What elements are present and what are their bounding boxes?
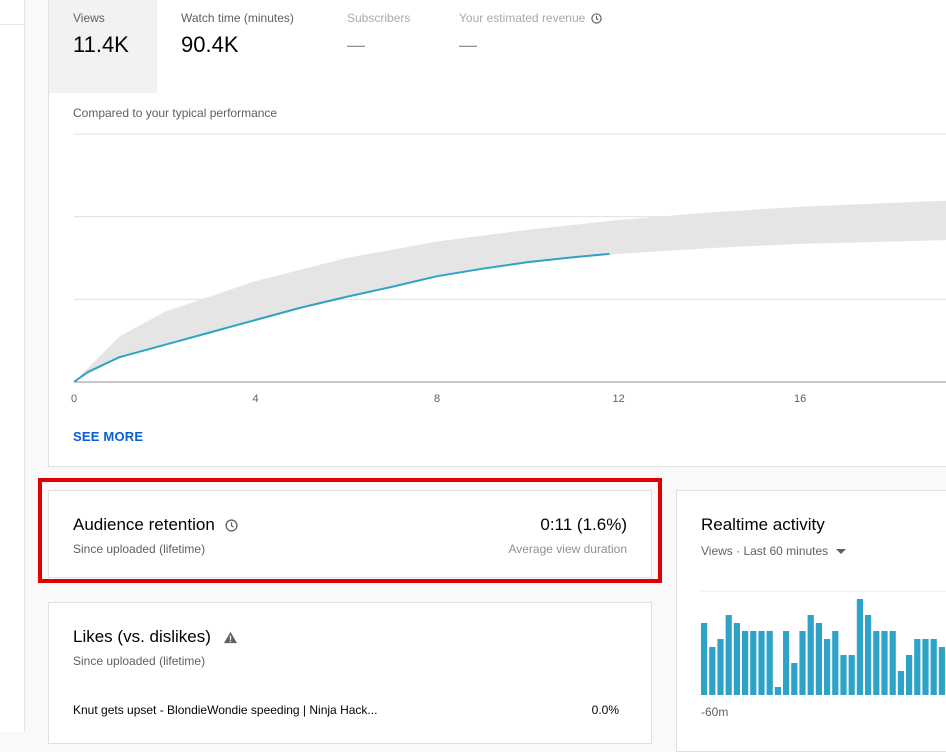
likes-subtitle: Since uploaded (lifetime)	[73, 654, 206, 668]
x-tick-label: 12	[612, 393, 624, 405]
realtime-bar[interactable]	[873, 631, 880, 695]
realtime-subtitle: Views · Last 60 minutes	[701, 544, 829, 558]
likes-title-row: Likes (vs. dislikes)	[73, 627, 238, 647]
compare-label: Compared to your typical performance	[73, 106, 278, 120]
metric-label: Views	[73, 11, 105, 25]
realtime-bar[interactable]	[914, 639, 921, 695]
realtime-bar[interactable]	[840, 655, 847, 695]
see-more-link[interactable]: SEE MORE	[73, 429, 144, 444]
realtime-bar[interactable]	[725, 615, 732, 695]
realtime-bar[interactable]	[774, 687, 781, 695]
views-line	[73, 252, 610, 383]
realtime-axis-label: -60m	[701, 705, 729, 719]
performance-card: Views 11.4K Watch time (minutes) 90.4K S…	[48, 0, 946, 467]
realtime-bar[interactable]	[758, 631, 765, 695]
clock-icon	[225, 518, 238, 532]
realtime-bar[interactable]	[897, 671, 904, 695]
x-tick-label: 4	[252, 393, 258, 405]
average-view-duration-value: 0:11 (1.6%)	[540, 515, 627, 534]
x-tick-label: 0	[71, 393, 77, 405]
performance-chart: 0 4 8 12 16	[71, 133, 946, 405]
realtime-bar[interactable]	[807, 615, 814, 695]
caret-down-icon	[836, 548, 847, 554]
realtime-bar[interactable]	[742, 631, 749, 695]
metric-value: —	[347, 35, 365, 55]
realtime-bar[interactable]	[930, 639, 937, 695]
metric-tab-views[interactable]: Views 11.4K	[49, 0, 157, 93]
realtime-bar[interactable]	[733, 623, 740, 695]
metric-tab-subscribers[interactable]: Subscribers —	[323, 0, 433, 93]
metric-label: Subscribers	[347, 11, 411, 25]
realtime-bar[interactable]	[701, 623, 708, 695]
audience-retention-card[interactable]: Audience retention Since uploaded (lifet…	[48, 490, 652, 578]
list-item[interactable]: Knut gets upset - BlondieWondie speeding…	[73, 703, 627, 717]
average-view-duration-caption: Average view duration	[508, 542, 627, 556]
realtime-activity-card: Realtime activity Views · Last 60 minute…	[676, 490, 946, 752]
realtime-bar[interactable]	[783, 631, 790, 695]
realtime-bar[interactable]	[938, 647, 945, 695]
metric-label: Your estimated revenue	[459, 11, 602, 25]
metric-tab-revenue[interactable]: Your estimated revenue —	[435, 0, 635, 93]
realtime-filter-dropdown[interactable]: Views · Last 60 minutes	[701, 544, 847, 558]
left-sidebar-edge	[0, 0, 25, 732]
likes-title: Likes (vs. dislikes)	[73, 627, 211, 646]
realtime-bar[interactable]	[766, 631, 773, 695]
revenue-label: Your estimated revenue	[459, 11, 586, 25]
realtime-bar[interactable]	[922, 639, 929, 695]
realtime-bar[interactable]	[848, 655, 855, 695]
realtime-bar[interactable]	[717, 639, 724, 695]
retention-subtitle: Since uploaded (lifetime)	[73, 542, 206, 556]
likes-percent: 0.0%	[591, 703, 619, 717]
video-title: Knut gets upset - BlondieWondie speeding…	[73, 703, 378, 717]
realtime-bar[interactable]	[709, 647, 716, 695]
realtime-bar[interactable]	[865, 615, 872, 695]
realtime-bar[interactable]	[791, 663, 798, 695]
warning-icon	[223, 631, 237, 643]
realtime-bar[interactable]	[856, 599, 863, 695]
metric-value: 90.4K	[181, 32, 239, 57]
metric-value: 11.4K	[73, 32, 129, 57]
clock-icon	[591, 12, 602, 24]
x-tick-label: 8	[434, 393, 440, 405]
realtime-bar[interactable]	[824, 639, 831, 695]
metric-tab-watch-time[interactable]: Watch time (minutes) 90.4K	[157, 0, 317, 93]
realtime-bar[interactable]	[889, 631, 896, 695]
realtime-bar[interactable]	[881, 631, 888, 695]
retention-title: Audience retention	[73, 515, 215, 534]
realtime-bar[interactable]	[815, 623, 822, 695]
realtime-bar[interactable]	[750, 631, 757, 695]
realtime-bar-chart	[701, 591, 946, 695]
likes-card: Likes (vs. dislikes) Since uploaded (lif…	[48, 602, 652, 744]
realtime-bar[interactable]	[799, 631, 806, 695]
realtime-bar[interactable]	[832, 631, 839, 695]
retention-title-row: Audience retention	[73, 515, 238, 535]
x-tick-label: 16	[794, 393, 806, 405]
realtime-title: Realtime activity	[701, 515, 825, 534]
realtime-bar[interactable]	[906, 655, 913, 695]
typical-performance-band	[74, 200, 946, 382]
metric-label: Watch time (minutes)	[181, 11, 294, 25]
metric-value: —	[459, 35, 477, 55]
